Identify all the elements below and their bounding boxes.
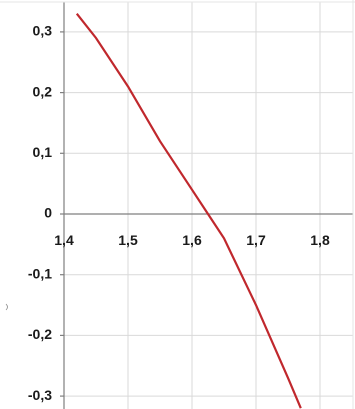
x-tick-label-1-4: 1,4 xyxy=(54,232,74,248)
series xyxy=(75,13,302,409)
y-tick-label-0: 0 xyxy=(44,205,52,221)
stray-mark xyxy=(5,303,8,311)
x-tick-label-1-8: 1,8 xyxy=(310,232,330,248)
y-tick-label-0-1: -0,1 xyxy=(28,265,52,281)
axes xyxy=(60,2,353,409)
x-tick-label-1-7: 1,7 xyxy=(246,232,266,248)
y-tick-label-0-3: 0,3 xyxy=(33,23,53,39)
x-tick-label-1-6: 1,6 xyxy=(182,232,202,248)
tick-labels: 0,3 0,2 0,1 0 -0,1 -0,2 -0,3 1,4 1,5 1,6 1,7 1,8 xyxy=(28,23,330,403)
x-tick-label-1-5: 1,5 xyxy=(118,232,138,248)
series-line-1 xyxy=(75,13,302,409)
y-tick-label-0-1: 0,1 xyxy=(33,144,53,160)
y-tick-label-0-3: -0,3 xyxy=(28,387,52,403)
y-tick-label-0-2: -0,2 xyxy=(28,326,52,342)
y-tick-label-0-2: 0,2 xyxy=(33,83,53,99)
gridlines xyxy=(64,2,353,409)
